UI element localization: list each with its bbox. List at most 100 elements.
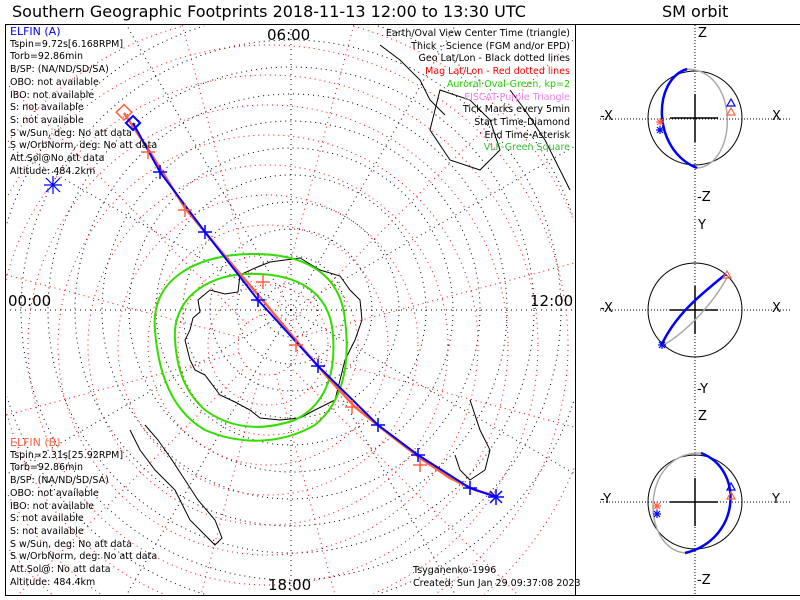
mag-lat-circle [6,74,539,594]
elfin-b-info-line: S: not available [10,525,84,537]
mag-lat-circle [147,224,389,466]
mlt-label-top: 06:00 [267,26,311,44]
elfin-b-info-line: Tspin=2.31s[25.92RPM] [10,449,124,461]
view-center-triangle [725,97,737,107]
coast-segment [379,44,446,116]
legend: Earth/Oval View Center Time (triangle) Th… [386,28,570,155]
elfin-a-info-line: Tspin=9.72s[6.168RPM] [10,38,124,50]
elfin-b-info-line: Att.Sol@: No att data [10,564,111,576]
sm-axis-label-bottom: -Y [697,382,709,397]
sm-axis-label-left: -Y [600,492,612,507]
sm-axis-label-top: Z [698,26,707,41]
elfin-a-start-diamond [124,114,142,132]
sm-orbit-title: SM orbit [662,2,729,21]
elfin-a-info-line: Att.Sol@No att data [10,153,105,165]
south-america-coast [129,424,223,546]
africa-coast [509,89,571,191]
elfin-b-info-line: S w/Sun, deg: No att data [10,538,132,550]
elfin-b-info-line: S w/OrbNorm, deg: No att data [10,551,158,563]
end-asterisk [656,118,664,126]
elfin-a-info-line: Altitude: 484.2km [10,165,96,177]
mag-lat-circle [207,284,329,406]
position-asterisk [44,176,62,194]
footprint-map-panel [5,24,576,596]
sm-axis-label-left: -X [600,109,613,124]
mag-lat-circle [117,194,419,496]
sm-axis-label-right: X [772,109,781,124]
sm-panel-yz [600,407,790,596]
elfin-b-info: ELFIN (B) Tspin=2.31s[25.92RPM] Torb=92.8… [10,436,158,589]
elfin-b-info-line: S: not available [10,513,84,525]
view-center-triangle [721,269,733,279]
legend-item: Geo Lat/Lon - Black dotted lines [418,53,570,65]
elfin-b-name: ELFIN (B) [10,436,61,449]
end-asterisk [653,502,661,510]
elfin-b-tick-marks [141,145,427,472]
elfin-a-tick-marks [153,165,477,495]
elfin-b-info-line: B/SP: (NA/ND/SD/SA) [10,475,109,487]
elfin-a-name: ELFIN (A) [10,25,61,38]
mlt-label-right: 12:00 [530,292,574,310]
elfin-a-info-line: IBO: not available [10,89,95,101]
auroral-oval-outer [153,252,348,442]
mag-lon-line [288,365,518,595]
sm-axis-label-top: Y [698,218,706,233]
geo-lat-circle [182,201,400,419]
sm-axis-label-right: Y [772,492,780,507]
australia-coast [429,89,501,171]
sm-axis-label-right: X [772,301,781,316]
sm-axis-label-bottom: -Z [697,190,711,205]
elfin-a-info-line: OBO: not available [10,76,99,88]
elfin-a-info-line: S w/Sun, deg: No att data [10,127,132,139]
created-timestamp: Created: Sun Jan 29 09:37:08 2023 [413,578,581,589]
end-asterisk [658,341,666,349]
elfin-b-start-diamond [115,103,133,122]
mag-lat-circle [7,44,569,595]
elfin-b-info-line: OBO: not available [10,487,99,499]
view-center-triangle [725,106,737,116]
mag-lon-line [6,274,240,338]
sm-axis-label-bottom: -Z [697,573,711,588]
legend-item: Tick Marks every 5min [462,104,570,116]
sm-axis-label-top: Z [698,409,707,424]
legend-item: Start Time-Diamond [474,116,570,128]
sm-orbit-markers [653,97,737,518]
geo-lat-circle [6,25,574,595]
auroral-oval-inner [173,272,335,428]
geo-lat-circle [263,282,319,338]
elfin-a-info-line: S w/OrbNorm, deg: No att data [10,140,158,152]
legend-item: EISCAT-Purple Triangle [464,91,570,103]
legend-item: VLF-Green Square [483,142,570,154]
elfin-b-info-line: IBO: not available [10,500,95,512]
sm-axis-label-left: -X [600,301,613,316]
legend-item: Mag Lat/Lon - Red dotted lines [425,66,570,78]
elfin-a-end-asterisk [488,489,504,505]
legend-item: Thick - Science (FGM and/or EPD) [411,40,570,52]
geo-grid [6,25,575,595]
elfin-a-info-line: S: not available [10,102,84,114]
elfin-a-info-line: S: not available [10,114,84,126]
view-center-triangle [725,481,737,491]
mlt-label-left: 00:00 [8,292,52,310]
mag-lon-line [6,352,240,416]
mag-lon-line [275,373,336,595]
elfin-a-info: ELFIN (A) Tspin=9.72s[6.168RPM] Torb=92.8… [10,25,158,178]
elfin-b-track [122,112,493,497]
elfin-a-info-line: Torb=92.86min [10,51,84,63]
elfin-a-info-line: B/SP: (NA/ND/SD/SA) [10,64,109,76]
legend-item: End Time-Asterisk [484,129,570,141]
sm-panel-xy [600,216,790,405]
legend-item: Earth/Oval View Center Time (triangle) [385,28,570,39]
sm-panel-xz [600,25,790,214]
nz-coast [454,399,491,481]
mag-lat-circle [87,164,449,526]
elfin-b-info-line: Altitude: 484.4km [10,576,96,588]
legend-item: Auroral Oval-Green, kp=2 [446,78,570,90]
model-credit: Tsyganenko-1996 [413,565,497,576]
end-asterisk [653,510,661,518]
end-asterisk [656,126,664,134]
mag-grid [6,25,575,595]
view-center-triangle [725,490,737,500]
mag-lon-line [275,25,355,317]
